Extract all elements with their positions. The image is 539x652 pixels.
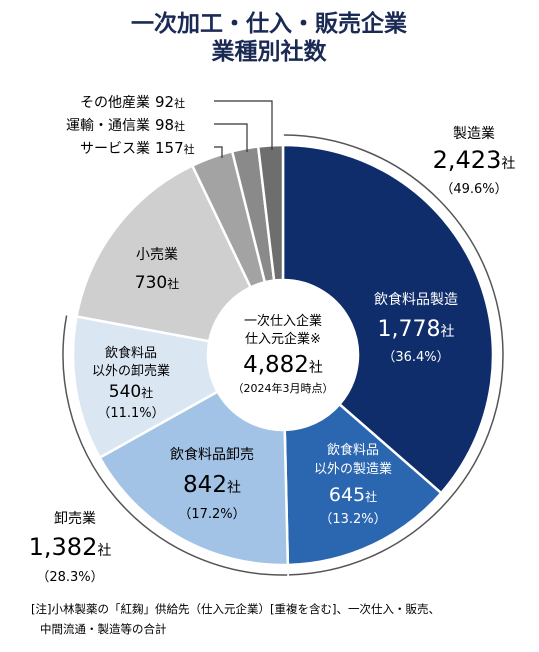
- services-count: 157: [155, 139, 184, 157]
- center-line2: 仕入元企業※: [245, 331, 321, 347]
- slice-other-manufacturing: [283, 402, 443, 567]
- food-mfg-count: 1,778: [378, 317, 441, 342]
- slice-label-other-wholesale-name2: 以外の卸売業: [92, 363, 170, 379]
- slice-label-food-mfg-pct: （36.4%）: [382, 350, 449, 365]
- other-wholesale-unit: 社: [141, 385, 153, 400]
- slice-label-other-wholesale-pct: （11.1%）: [97, 406, 164, 421]
- center-total-count: 4,882: [243, 352, 309, 378]
- manufacturing-count: 2,423: [433, 146, 502, 174]
- slices-group: [71, 143, 495, 567]
- services-unit: 社: [184, 142, 195, 156]
- label-services-name: サービス業: [80, 141, 150, 157]
- slice-food-wholesale: [98, 389, 290, 567]
- group-wholesale-name: 卸売業: [54, 511, 96, 527]
- group-wholesale-value: 1,382社: [29, 533, 112, 561]
- slice-label-food-wholesale-value: 842社: [183, 472, 241, 498]
- retail-count: 730: [135, 273, 167, 293]
- other-wholesale-count: 540: [109, 382, 141, 402]
- slice-other-industry: [256, 143, 285, 282]
- slice-label-other-wholesale-name1: 飲食料品: [105, 345, 157, 361]
- center-line1: 一次仕入企業: [244, 313, 322, 329]
- label-other-industry-value: 92社: [155, 93, 185, 111]
- slice-label-other-mfg-value: 645社: [329, 484, 377, 506]
- leader-line-other: [214, 100, 273, 150]
- slice-label-retail-name: 小売業: [136, 247, 178, 263]
- chart-title-line2: 業種別社数: [211, 38, 328, 65]
- group-manufacturing-name: 製造業: [453, 126, 495, 142]
- label-services-value: 157社: [155, 139, 195, 157]
- chart-title-line1: 一次加工・仕入・販売企業: [131, 10, 408, 37]
- slice-label-food-mfg-value: 1,778社: [378, 317, 455, 342]
- group-arc-manufacturing: [283, 134, 504, 576]
- transport-unit: 社: [174, 119, 185, 133]
- food-mfg-unit: 社: [440, 324, 454, 340]
- leader-lines: [214, 100, 273, 158]
- note-line2: 中間流通・製造等の合計: [40, 622, 167, 636]
- wholesale-count: 1,382: [29, 533, 98, 561]
- slice-label-food-mfg-name: 飲食料品製造: [374, 291, 458, 308]
- slice-other-wholesale: [71, 314, 220, 460]
- label-transport-name: 運輸・通信業: [66, 118, 150, 134]
- group-manufacturing-value: 2,423社: [433, 146, 516, 174]
- other-mfg-unit: 社: [365, 489, 377, 504]
- slice-label-other-wholesale-value: 540社: [109, 382, 153, 402]
- group-manufacturing-pct: （49.6%）: [440, 182, 507, 197]
- group-wholesale-pct: （28.3%）: [36, 570, 103, 585]
- slice-label-retail-value: 730社: [135, 273, 179, 293]
- other-mfg-count: 645: [329, 484, 365, 506]
- label-other-industry-name: その他産業: [80, 95, 150, 111]
- food-wholesale-unit: 社: [227, 480, 241, 496]
- center-date: （2024年3月時点）: [233, 381, 334, 395]
- retail-unit: 社: [167, 276, 179, 291]
- slice-label-other-mfg-name2: 以外の製造業: [314, 461, 392, 477]
- slice-food-manufacturing: [281, 143, 495, 495]
- slice-label-food-wholesale-name: 飲食料品卸売: [170, 446, 254, 463]
- wholesale-unit: 社: [97, 543, 111, 559]
- manufacturing-unit: 社: [501, 156, 515, 172]
- slice-label-food-wholesale-pct: （17.2%）: [178, 507, 245, 522]
- transport-count: 98: [155, 116, 174, 134]
- food-wholesale-count: 842: [183, 472, 227, 498]
- slice-retail: [75, 163, 253, 343]
- note-line1: [注]小林製薬の「紅麹」供給先（仕入元企業）[重複を含む]、一次仕入・販売、: [31, 602, 440, 616]
- slice-label-other-mfg-name1: 飲食料品: [327, 442, 379, 458]
- center-total: 4,882社: [243, 352, 323, 378]
- other-industry-unit: 社: [174, 96, 185, 110]
- leader-line-transport: [214, 123, 248, 152]
- group-arcs: [62, 134, 504, 576]
- label-transport-value: 98社: [155, 116, 185, 134]
- center-total-unit: 社: [309, 360, 323, 376]
- group-arc-wholesale: [62, 315, 288, 576]
- slice-label-other-mfg-pct: （13.2%）: [319, 512, 386, 527]
- other-industry-count: 92: [155, 93, 174, 111]
- leader-line-services: [214, 146, 223, 158]
